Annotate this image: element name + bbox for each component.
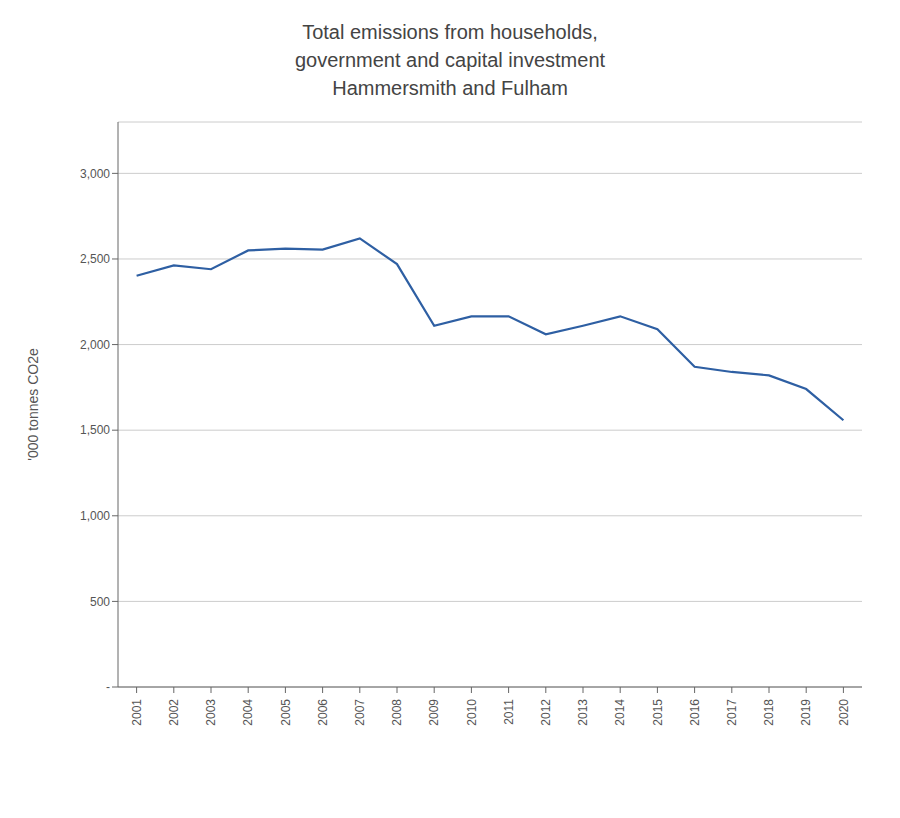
svg-text:500: 500	[90, 595, 110, 609]
svg-text:2018: 2018	[762, 699, 776, 726]
svg-text:-: -	[106, 680, 110, 694]
svg-text:2009: 2009	[427, 699, 441, 726]
svg-text:2001: 2001	[130, 699, 144, 726]
svg-text:2005: 2005	[279, 699, 293, 726]
svg-text:2014: 2014	[613, 699, 627, 726]
svg-text:2010: 2010	[465, 699, 479, 726]
svg-text:2,500: 2,500	[80, 252, 110, 266]
html-text:government and capital investm: government and capital investment	[294, 49, 606, 71]
svg-text:2003: 2003	[204, 699, 218, 726]
svg-text:2020: 2020	[837, 699, 851, 726]
svg-text:2,000: 2,000	[80, 338, 110, 352]
svg-text:2006: 2006	[316, 699, 330, 726]
svg-text:2016: 2016	[688, 699, 702, 726]
svg-text:2004: 2004	[241, 699, 255, 726]
svg-text:2012: 2012	[539, 699, 553, 726]
svg-text:2017: 2017	[725, 699, 739, 726]
svg-text:2013: 2013	[576, 699, 590, 726]
svg-text:2002: 2002	[167, 699, 181, 726]
html-text:Total emissions from household: Total emissions from households,	[302, 21, 598, 43]
svg-text:2019: 2019	[799, 699, 813, 726]
html-text:Hammersmith and Fulham: Hammersmith and Fulham	[332, 77, 568, 99]
svg-text:2007: 2007	[353, 699, 367, 726]
svg-text:2008: 2008	[390, 699, 404, 726]
svg-text:2015: 2015	[651, 699, 665, 726]
svg-text:1,000: 1,000	[80, 509, 110, 523]
svg-text:'000 tonnes CO2e: '000 tonnes CO2e	[25, 348, 41, 461]
svg-text:3,000: 3,000	[80, 167, 110, 181]
svg-text:2011: 2011	[502, 699, 516, 725]
svg-text:1,500: 1,500	[80, 423, 110, 437]
